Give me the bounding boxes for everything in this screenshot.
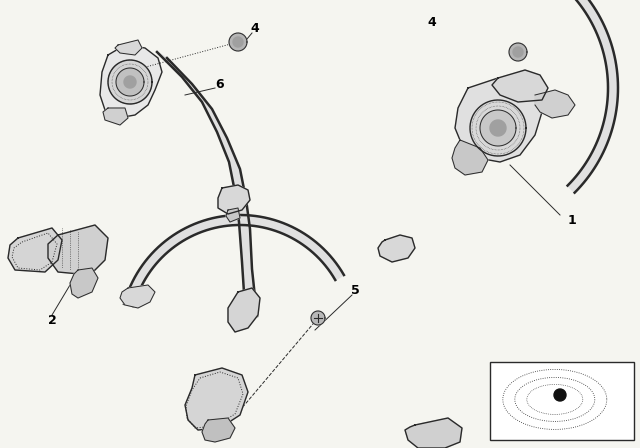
Polygon shape [124,215,344,306]
Polygon shape [229,33,247,51]
Text: 2: 2 [47,314,56,327]
Polygon shape [228,288,260,332]
Polygon shape [378,235,415,262]
Text: 6: 6 [216,78,224,91]
Polygon shape [218,185,250,214]
Circle shape [554,389,566,401]
Polygon shape [233,37,243,47]
Polygon shape [185,368,248,430]
Polygon shape [311,311,325,325]
Polygon shape [226,208,240,222]
Polygon shape [480,110,516,146]
Polygon shape [513,47,523,57]
Polygon shape [70,268,98,298]
Text: 1: 1 [568,214,577,227]
Bar [490,362,634,440]
Polygon shape [492,70,548,102]
Polygon shape [452,140,488,175]
Polygon shape [405,418,462,448]
Polygon shape [124,76,136,88]
Polygon shape [116,68,144,96]
Polygon shape [8,228,62,272]
Polygon shape [509,43,527,61]
Polygon shape [490,120,506,136]
Polygon shape [108,60,152,104]
Text: 5: 5 [351,284,360,297]
Polygon shape [120,285,155,308]
Polygon shape [202,418,235,442]
Polygon shape [48,225,108,275]
Text: 4: 4 [428,16,436,29]
Polygon shape [100,45,162,118]
Polygon shape [115,40,142,55]
Polygon shape [535,90,575,118]
Polygon shape [455,78,542,162]
Text: 4: 4 [251,22,259,34]
Polygon shape [103,108,128,125]
Polygon shape [157,52,257,316]
Polygon shape [506,0,618,193]
Polygon shape [470,100,526,156]
Text: 3: 3 [221,401,229,414]
